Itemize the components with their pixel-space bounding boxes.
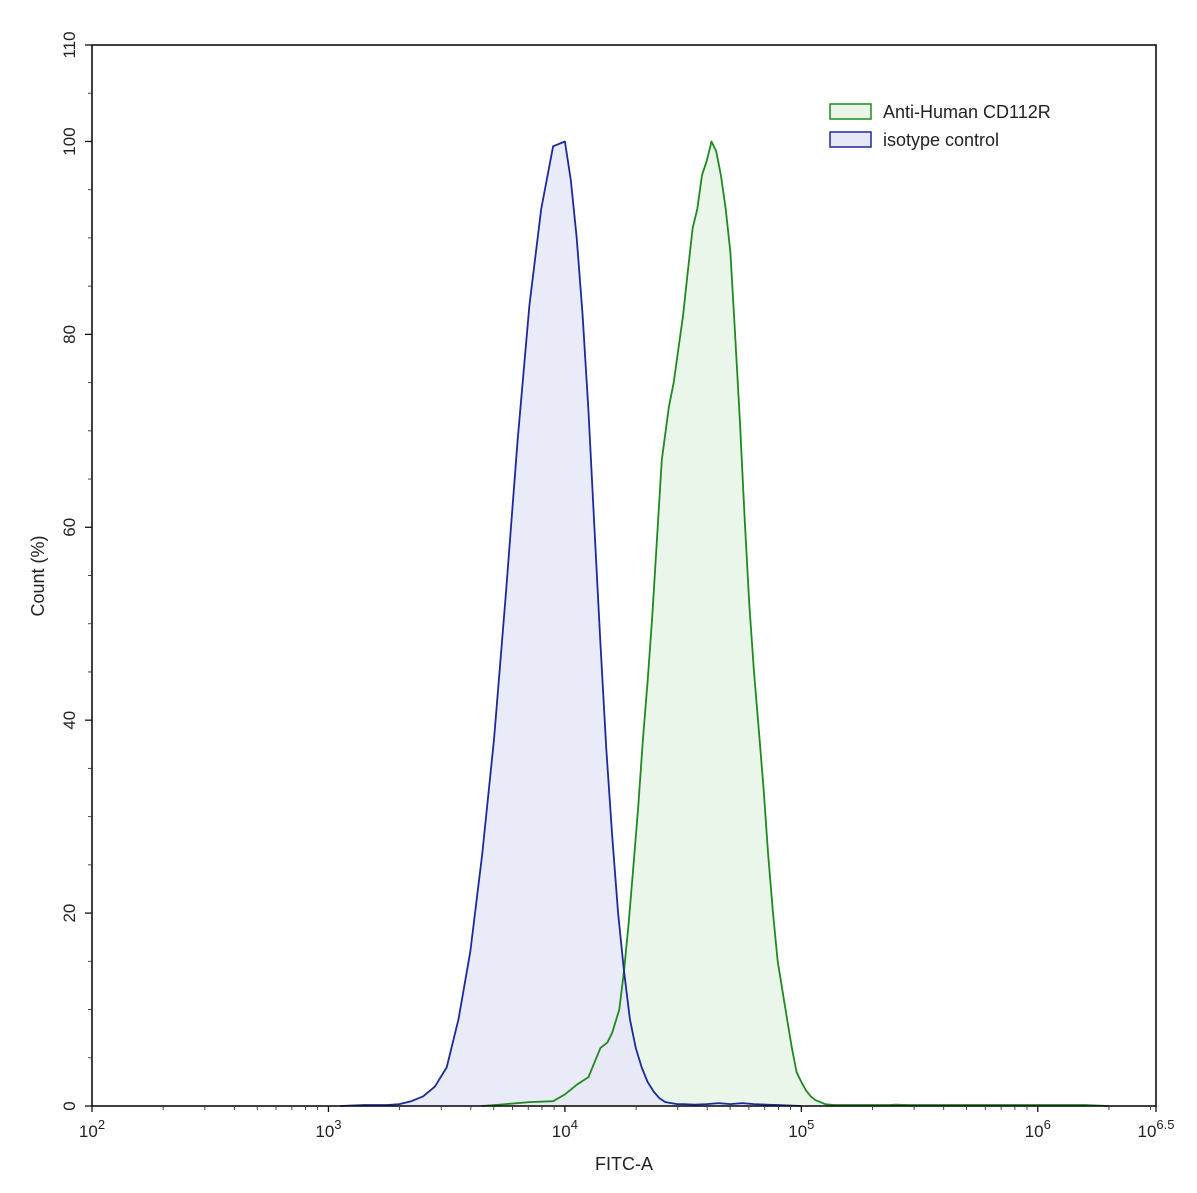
series-line-1 xyxy=(340,140,802,1107)
y-tick-label: 40 xyxy=(60,711,79,730)
series-area-0 xyxy=(482,141,1109,1106)
x-tick-label: 104 xyxy=(552,1117,578,1141)
axis-ticks xyxy=(85,44,1157,1112)
y-tick-label: 20 xyxy=(60,904,79,923)
legend: Anti-Human CD112R isotype control xyxy=(829,102,1051,150)
x-tick-label: 103 xyxy=(315,1117,341,1141)
series-fills xyxy=(340,141,1109,1106)
legend-swatch-1 xyxy=(829,131,872,148)
x-tick-label: 102 xyxy=(79,1117,105,1141)
y-tick-label: 60 xyxy=(60,518,79,537)
y-tick-label: 80 xyxy=(60,325,79,344)
y-axis-label: Count (%) xyxy=(28,535,48,616)
axis-tick-labels: 102 103 104 105 106 106.5 0 20 40 60 80 100 110 xyxy=(60,31,1175,1141)
y-tick-label: 100 xyxy=(60,127,79,155)
legend-label-0: Anti-Human CD112R xyxy=(883,102,1051,122)
series-lines xyxy=(340,140,1109,1107)
x-tick-label: 106.5 xyxy=(1138,1117,1175,1141)
series-line-0 xyxy=(482,140,1109,1107)
x-tick-label: 106 xyxy=(1025,1117,1051,1141)
series-area-1 xyxy=(340,141,802,1106)
y-tick-label: 110 xyxy=(60,31,79,58)
legend-label-1: isotype control xyxy=(883,130,999,150)
legend-swatch-0 xyxy=(829,103,872,120)
x-tick-label: 105 xyxy=(788,1117,814,1141)
plot-frame xyxy=(91,44,1157,1107)
x-axis-label: FITC-A xyxy=(595,1154,653,1174)
y-tick-label: 0 xyxy=(60,1101,79,1110)
